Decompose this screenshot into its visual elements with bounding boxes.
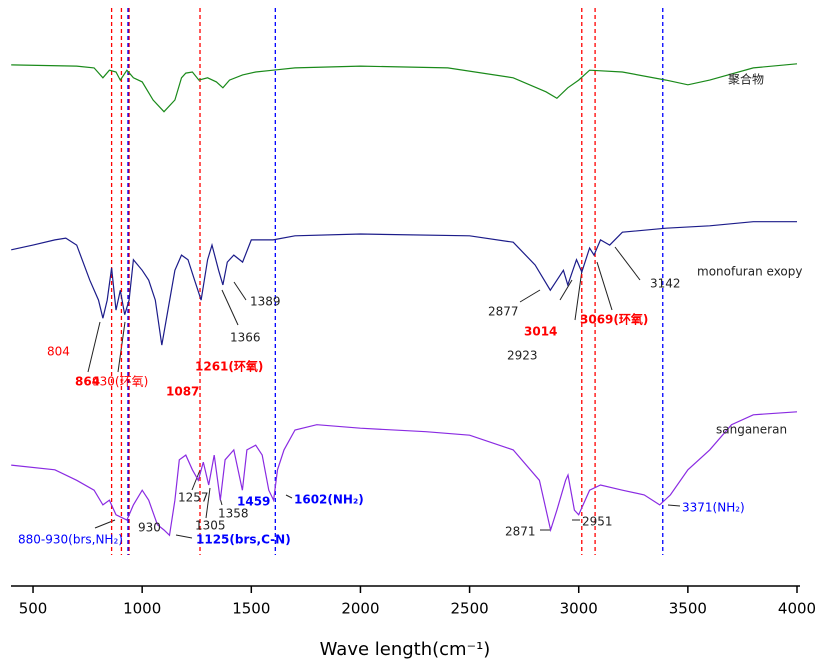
peak-annotation: 3371(NH₂) <box>682 501 745 515</box>
peak-annotation: 1125(brs,C-N) <box>196 533 291 547</box>
peak-annotation: 1305 <box>195 519 226 533</box>
spectrum-line <box>11 411 798 537</box>
series-label: monofuran exopy <box>697 265 802 279</box>
peak-annotation: 930(环氧) <box>92 375 148 389</box>
x-tick-label: 2000 <box>341 600 379 618</box>
spectrum-line <box>11 221 797 346</box>
x-tick-label: 500 <box>19 600 48 618</box>
peak-annotation: 3069(环氧) <box>580 312 648 327</box>
series-label: sanganeran <box>716 423 787 437</box>
x-tick-label: 3000 <box>560 600 598 618</box>
peak-annotation: 2877 <box>488 305 519 319</box>
x-axis-label: Wave length(cm⁻¹) <box>320 639 491 660</box>
peak-annotation: 1389 <box>250 295 281 309</box>
peak-annotation: 1602(NH₂) <box>294 493 364 507</box>
peak-annotation: 1261(环氧) <box>195 359 263 374</box>
peak-annotation: 1459 <box>237 495 270 509</box>
series-label: 聚合物 <box>728 72 764 87</box>
peak-annotation: 880-930(brs,NH₂) <box>18 533 123 547</box>
peak-annotation: 804 <box>47 345 70 359</box>
peak-annotation: 2871 <box>505 525 536 539</box>
spectrum-line <box>11 63 798 113</box>
x-tick-label: 1500 <box>232 600 270 618</box>
peak-annotation: 1257 <box>178 491 209 505</box>
peak-annotation: 2951 <box>582 515 613 529</box>
peak-annotation: 864 <box>75 375 100 389</box>
x-tick-label: 4000 <box>778 600 816 618</box>
x-tick-label: 2500 <box>450 600 488 618</box>
x-tick-label: 3500 <box>669 600 707 618</box>
x-tick-label: 1000 <box>123 600 161 618</box>
peak-annotation: 3014 <box>524 325 557 339</box>
peak-annotation: 1366 <box>230 331 261 345</box>
peak-annotation: 1358 <box>218 507 249 521</box>
peak-annotation: 3142 <box>650 277 681 291</box>
peak-annotation: 930 <box>138 521 161 535</box>
peak-annotation: 2923 <box>507 349 538 363</box>
peak-annotation: 1087 <box>166 385 199 399</box>
